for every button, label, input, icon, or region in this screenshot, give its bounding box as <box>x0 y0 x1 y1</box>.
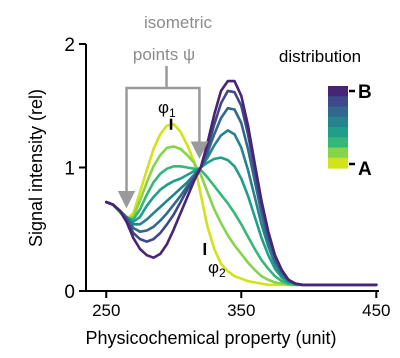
axes: 0 1 2 250 350 450 <box>64 35 390 320</box>
series-layer <box>105 79 378 287</box>
x-tick-label: 350 <box>227 301 255 320</box>
legend-swatch <box>328 86 348 97</box>
legend-swatch <box>328 106 348 118</box>
phi1-subscript: 1 <box>169 106 176 120</box>
x-tick-label: 250 <box>92 301 120 320</box>
y-tick-label: 1 <box>64 159 75 180</box>
svg-text:φ1: φ1 <box>158 98 176 120</box>
isometric-annotation: isometric points ψ <box>117 13 213 209</box>
legend-swatches <box>328 86 348 169</box>
y-ticks: 0 1 2 <box>64 35 86 303</box>
y-tick-label: 0 <box>64 282 75 303</box>
legend-swatch <box>328 137 348 149</box>
series-line-8 <box>105 79 378 287</box>
legend: distribution B A <box>279 47 372 180</box>
phi1-symbol: φ <box>158 98 169 117</box>
svg-text:φ2: φ2 <box>208 258 226 280</box>
phi2-symbol: φ <box>208 258 219 277</box>
legend-swatch <box>328 127 348 138</box>
legend-swatch <box>328 96 348 108</box>
isometric-label-line1: isometric <box>144 13 213 32</box>
phi1-label: φ1 <box>158 98 176 130</box>
isometric-arrow-right <box>166 86 209 159</box>
legend-swatch <box>328 157 348 169</box>
phi2-subscript: 2 <box>219 266 226 280</box>
phi2-label: φ2 <box>203 243 226 280</box>
legend-label-top: B <box>358 82 372 103</box>
legend-swatch <box>328 116 348 128</box>
isometric-label-line2: points ψ <box>133 45 195 64</box>
y-axis-title: Signal intensity (rel) <box>26 89 46 247</box>
legend-label-bottom: A <box>358 159 372 180</box>
x-axis-title: Physicochemical property (unit) <box>85 328 336 348</box>
y-tick-label: 2 <box>64 35 75 56</box>
legend-swatch <box>328 147 348 159</box>
x-ticks: 250 350 450 <box>92 291 390 320</box>
isometric-arrow-left <box>117 86 167 209</box>
series-line-4 <box>105 156 378 287</box>
x-tick-label: 450 <box>362 301 390 320</box>
legend-title: distribution <box>279 47 361 66</box>
